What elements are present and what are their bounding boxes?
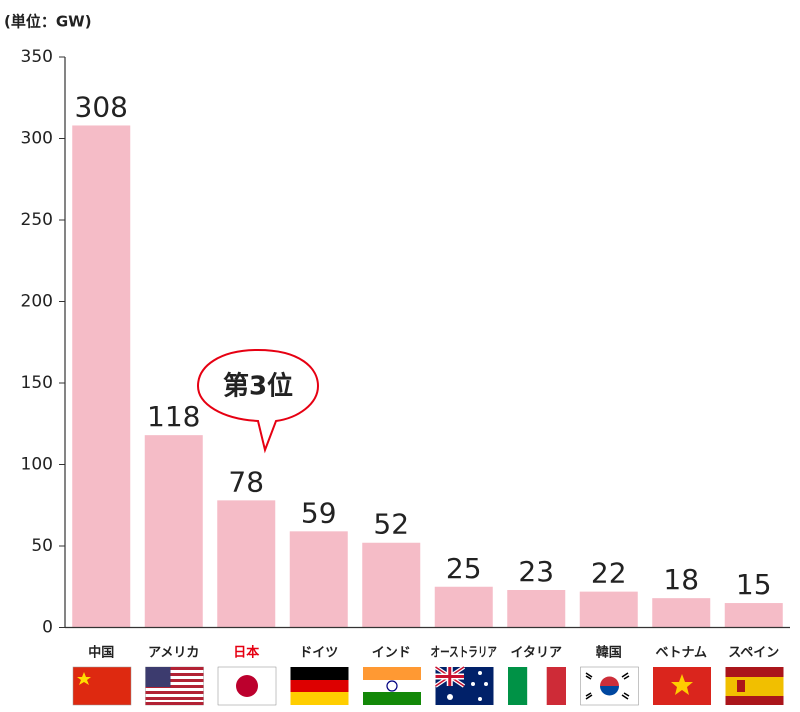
bar: [507, 590, 566, 628]
y-tick-label: 250: [21, 210, 53, 230]
x-tick-label: インド: [372, 646, 411, 661]
unit-label: (単位：GW): [4, 13, 92, 31]
value-label: 22: [591, 557, 627, 590]
x-tick-label: スペイン: [728, 646, 779, 661]
value-label: 59: [301, 496, 337, 529]
bar: [289, 531, 348, 628]
value-label: 52: [373, 508, 409, 541]
y-tick-label: 300: [21, 129, 53, 149]
value-label: 18: [663, 563, 699, 596]
y-tick-label: 0: [42, 618, 53, 638]
value-label: 308: [75, 90, 128, 123]
y-tick-label: 50: [31, 536, 53, 556]
x-tick-label: ベトナム: [655, 646, 707, 661]
value-label: 78: [228, 465, 264, 498]
bar: [217, 500, 276, 628]
y-tick-label: 150: [21, 373, 53, 393]
y-tick-label: 200: [21, 292, 53, 312]
x-tick-label: イタリア: [511, 646, 562, 661]
value-label: 118: [147, 400, 200, 433]
flags: [72, 665, 784, 706]
bar: [579, 591, 638, 628]
annotation: 第3位: [223, 371, 293, 402]
callout: 第3位: [196, 348, 320, 454]
x-tick-label: 日本: [233, 645, 259, 661]
bar: [362, 542, 421, 628]
x-tick-label: アメリカ: [148, 646, 199, 661]
axes: [64, 57, 790, 629]
x-tick-label: オーストラリア: [431, 646, 498, 661]
value-label: 15: [736, 568, 772, 601]
x-tick-label: ドイツ: [299, 646, 338, 661]
x-tick-label: 中国: [88, 645, 114, 661]
value-label: 25: [446, 552, 482, 585]
value-label: 23: [518, 555, 554, 588]
y-tick-label: 350: [21, 47, 53, 67]
bar: [72, 125, 131, 628]
x-tick-label: 韓国: [596, 645, 622, 661]
bar: [434, 586, 493, 628]
bar: [652, 598, 711, 628]
bar: [144, 435, 203, 628]
bar: [724, 603, 783, 628]
y-tick-label: 100: [21, 455, 53, 475]
